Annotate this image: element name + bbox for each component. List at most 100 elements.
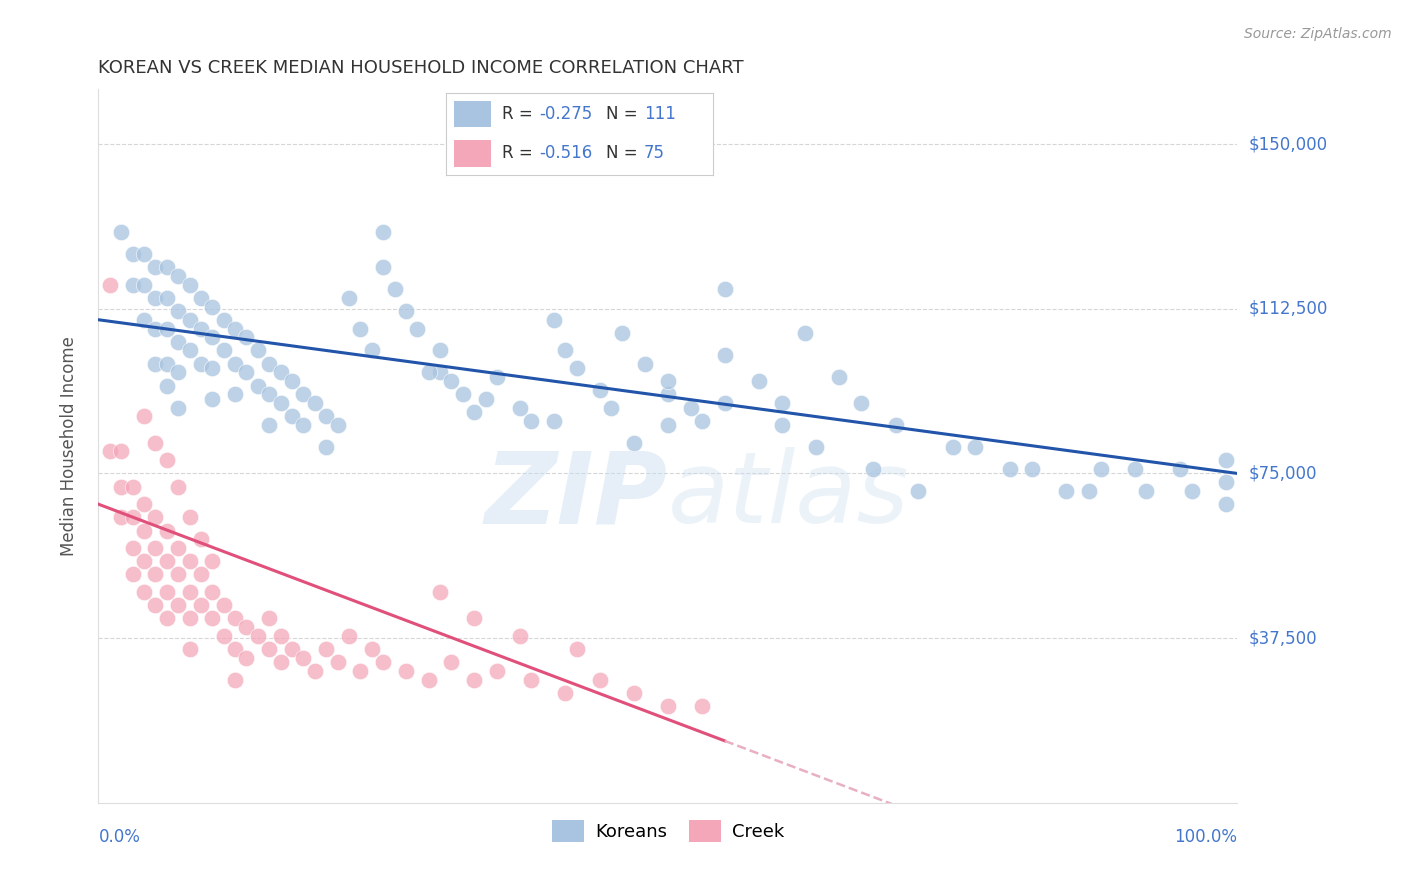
- Point: [292, 387, 315, 401]
- Point: [554, 686, 576, 700]
- Point: [679, 401, 702, 415]
- Text: $75,000: $75,000: [1249, 465, 1317, 483]
- Point: [337, 291, 360, 305]
- Point: [851, 396, 873, 410]
- Point: [235, 366, 257, 380]
- Point: [145, 357, 167, 371]
- Point: [235, 651, 257, 665]
- Point: [418, 673, 440, 687]
- Point: [292, 651, 315, 665]
- Point: [657, 699, 679, 714]
- Point: [156, 554, 179, 568]
- Point: [657, 387, 679, 401]
- Point: [395, 664, 418, 678]
- Point: [212, 312, 235, 326]
- Point: [201, 330, 224, 344]
- Point: [463, 673, 485, 687]
- Point: [907, 483, 929, 498]
- Point: [543, 312, 565, 326]
- Point: [349, 664, 371, 678]
- Point: [167, 268, 190, 283]
- Point: [965, 440, 987, 454]
- Point: [998, 462, 1021, 476]
- Point: [634, 357, 657, 371]
- Point: [145, 567, 167, 582]
- Text: KOREAN VS CREEK MEDIAN HOUSEHOLD INCOME CORRELATION CHART: KOREAN VS CREEK MEDIAN HOUSEHOLD INCOME …: [98, 59, 744, 77]
- Point: [179, 277, 201, 292]
- Point: [156, 453, 179, 467]
- Point: [270, 629, 292, 643]
- Point: [145, 541, 167, 555]
- Point: [1170, 462, 1192, 476]
- Point: [384, 282, 406, 296]
- Point: [588, 383, 610, 397]
- Point: [156, 611, 179, 625]
- Point: [395, 304, 418, 318]
- Point: [429, 585, 451, 599]
- Point: [770, 418, 793, 433]
- Point: [167, 304, 190, 318]
- Point: [121, 247, 143, 261]
- Point: [270, 366, 292, 380]
- Point: [132, 247, 155, 261]
- Point: [259, 418, 281, 433]
- Point: [360, 642, 382, 657]
- Point: [167, 541, 190, 555]
- Point: [1078, 483, 1101, 498]
- Point: [565, 642, 588, 657]
- Point: [201, 585, 224, 599]
- Point: [132, 524, 155, 538]
- Point: [179, 585, 201, 599]
- Point: [1215, 497, 1237, 511]
- Point: [110, 444, 132, 458]
- Point: [862, 462, 884, 476]
- Point: [429, 343, 451, 358]
- Point: [371, 225, 394, 239]
- Text: Source: ZipAtlas.com: Source: ZipAtlas.com: [1244, 27, 1392, 41]
- Point: [145, 435, 167, 450]
- Point: [565, 361, 588, 376]
- Point: [132, 497, 155, 511]
- Point: [292, 418, 315, 433]
- Point: [440, 374, 463, 388]
- Point: [509, 401, 531, 415]
- Point: [588, 673, 610, 687]
- Point: [121, 480, 143, 494]
- Point: [554, 343, 576, 358]
- Point: [167, 366, 190, 380]
- Point: [657, 374, 679, 388]
- Point: [190, 291, 212, 305]
- Point: [690, 699, 713, 714]
- Point: [259, 357, 281, 371]
- Text: $150,000: $150,000: [1249, 135, 1327, 153]
- Point: [145, 598, 167, 612]
- Point: [520, 673, 543, 687]
- Point: [623, 435, 645, 450]
- Point: [623, 686, 645, 700]
- Point: [190, 598, 212, 612]
- Point: [224, 673, 246, 687]
- Legend: Koreans, Creek: Koreans, Creek: [543, 811, 793, 851]
- Point: [714, 396, 737, 410]
- Point: [520, 414, 543, 428]
- Point: [246, 378, 269, 392]
- Point: [418, 366, 440, 380]
- Point: [98, 277, 121, 292]
- Point: [167, 401, 190, 415]
- Point: [474, 392, 496, 406]
- Point: [156, 291, 179, 305]
- Point: [156, 585, 179, 599]
- Point: [224, 642, 246, 657]
- Point: [190, 321, 212, 335]
- Point: [179, 312, 201, 326]
- Point: [884, 418, 907, 433]
- Point: [509, 629, 531, 643]
- Point: [190, 567, 212, 582]
- Point: [201, 361, 224, 376]
- Point: [156, 378, 179, 392]
- Point: [224, 387, 246, 401]
- Point: [224, 611, 246, 625]
- Point: [246, 343, 269, 358]
- Point: [270, 396, 292, 410]
- Point: [770, 396, 793, 410]
